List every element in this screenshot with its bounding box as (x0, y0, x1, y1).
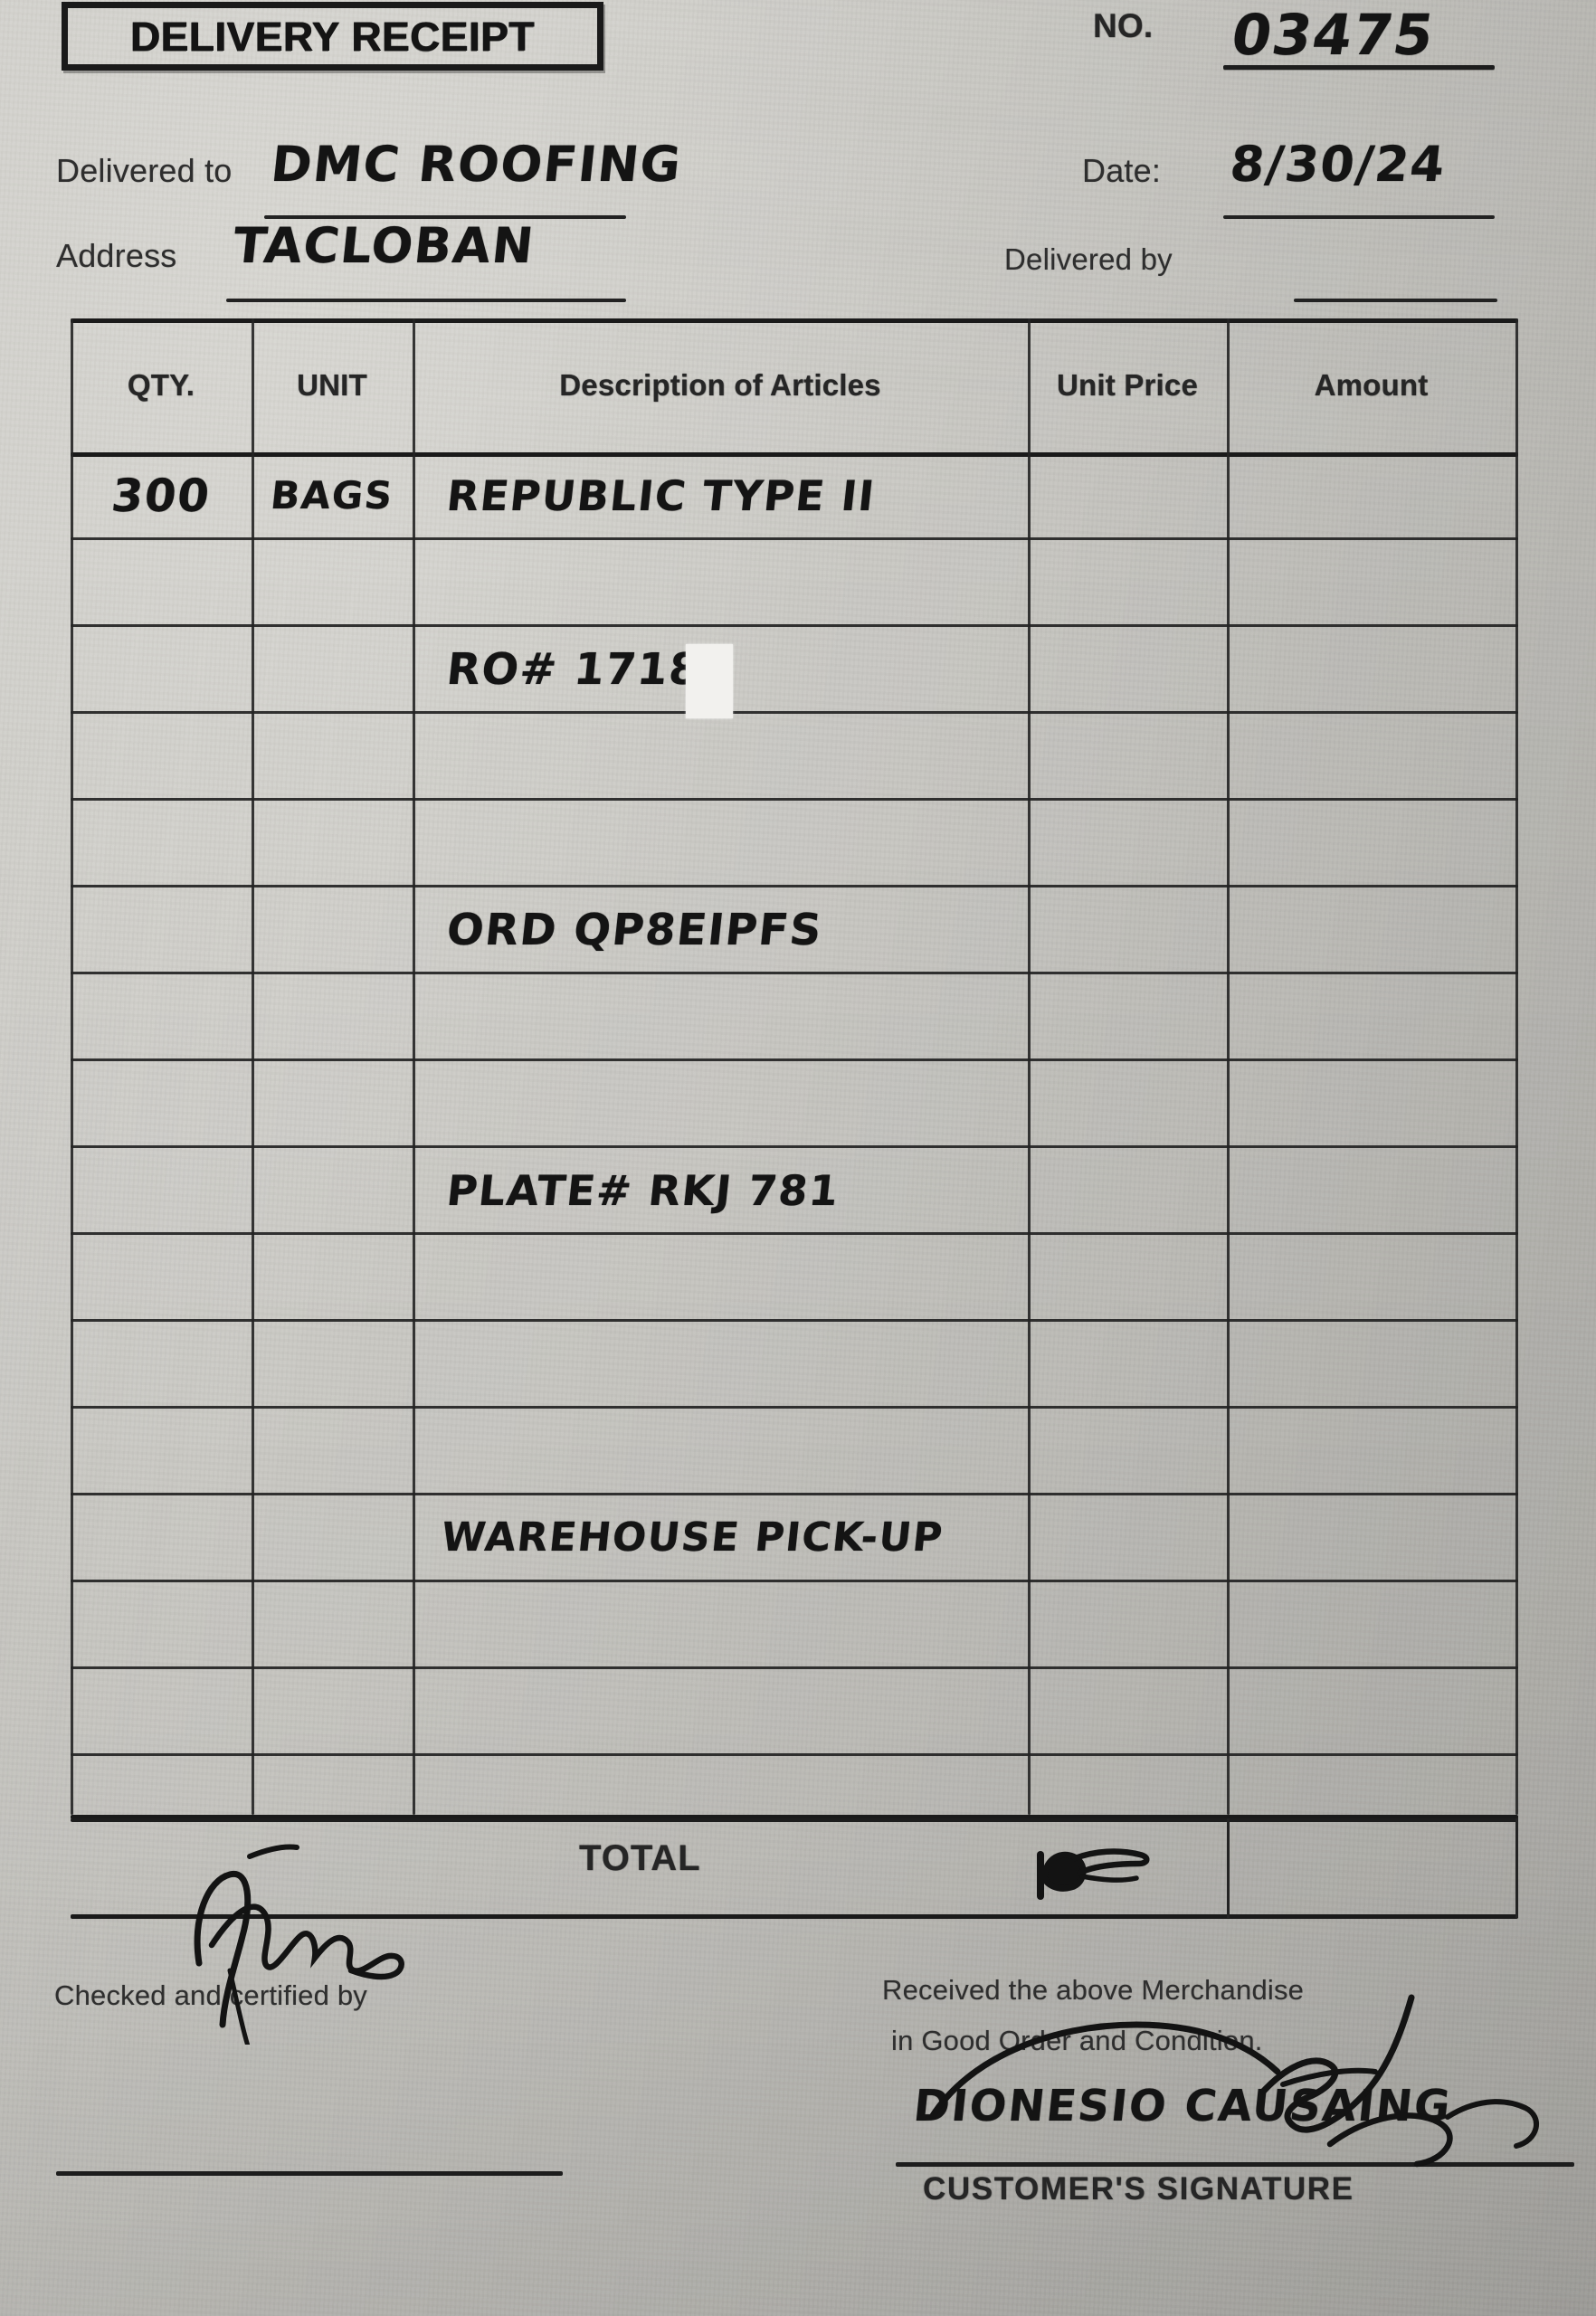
row-line (71, 1406, 1518, 1409)
receipt-no-value: 03475 (1227, 2, 1439, 68)
received-merchandise-line1: Received the above Merchandise (882, 1974, 1305, 2006)
col-divider-qty-unit (252, 318, 254, 1815)
column-header-amount: Amount (1314, 368, 1429, 403)
column-header-description: Description of Articles (559, 368, 881, 403)
table-top-border (71, 318, 1518, 323)
row-line (71, 1580, 1518, 1582)
total-label: TOTAL (579, 1838, 701, 1878)
cell-description: WAREHOUSE PICK-UP (439, 1514, 946, 1561)
column-header-qty: QTY. (127, 368, 195, 403)
customer-signature-value: DIONESIO CAUSAING (911, 2081, 1455, 2131)
table-bottom-border (71, 1815, 1518, 1819)
row-line (71, 624, 1518, 627)
col-divider-price-amount (1227, 318, 1230, 1815)
date-label: Date: (1082, 152, 1162, 189)
total-bottom-rule (71, 1914, 1518, 1919)
checked-certified-rule (56, 2171, 563, 2176)
table-left-border (71, 318, 73, 1815)
row-line (71, 972, 1518, 974)
header-bottom-border (71, 452, 1518, 457)
row-line (71, 1493, 1518, 1495)
received-merchandise-line2: in Good Order and Condition. (891, 2025, 1263, 2056)
total-col-divider (1227, 1818, 1230, 1918)
customer-signature-label: CUSTOMER'S SIGNATURE (923, 2171, 1354, 2207)
row-line (71, 1753, 1518, 1756)
redaction-patch (686, 644, 733, 718)
checked-certified-label: Checked and certified by (54, 1979, 367, 2011)
date-rule (1223, 215, 1495, 219)
cell-description: ORD QP8EIPFS (444, 904, 825, 955)
row-line (71, 1319, 1518, 1322)
articles-table: QTY. UNIT Description of Articles Unit P… (71, 318, 1518, 1819)
receipt-no-rule (1223, 65, 1495, 70)
column-header-unit: UNIT (297, 368, 367, 403)
total-right-border (1515, 1818, 1518, 1918)
row-line (71, 1666, 1518, 1669)
customer-signature-rule (896, 2162, 1574, 2167)
total-top-rule (71, 1818, 1518, 1822)
cell-unit: BAGS (268, 472, 396, 517)
row-line (71, 537, 1518, 540)
row-line (71, 1145, 1518, 1148)
delivered-to-value: DMC ROOFING (268, 136, 685, 193)
delivered-to-rule (264, 215, 626, 219)
col-divider-unit-desc (413, 318, 415, 1815)
receipt-no-label: NO. (1093, 7, 1154, 44)
title-box: DELIVERY RECEIPT (62, 2, 603, 71)
column-header-unit-price: Unit Price (1056, 367, 1199, 402)
delivered-to-label: Delivered to (56, 152, 233, 189)
address-value: TACLOBAN (230, 217, 537, 274)
row-line (71, 1058, 1518, 1061)
row-line (71, 885, 1518, 887)
page-title: DELIVERY RECEIPT (130, 13, 535, 60)
date-value: 8/30/24 (1227, 136, 1449, 193)
row-line (71, 1232, 1518, 1235)
cell-qty: 300 (109, 469, 214, 522)
delivered-by-rule (1294, 299, 1497, 302)
table-right-border (1515, 318, 1518, 1815)
total-row (71, 1818, 1518, 1919)
col-divider-desc-price (1028, 318, 1031, 1815)
delivered-by-label: Delivered by (1004, 242, 1173, 276)
cell-description: REPUBLIC TYPE II (444, 470, 879, 520)
row-line (71, 798, 1518, 801)
address-label: Address (56, 237, 177, 274)
address-rule (226, 299, 626, 302)
row-line (71, 711, 1518, 714)
cell-description: PLATE# RKJ 781 (444, 1165, 842, 1215)
